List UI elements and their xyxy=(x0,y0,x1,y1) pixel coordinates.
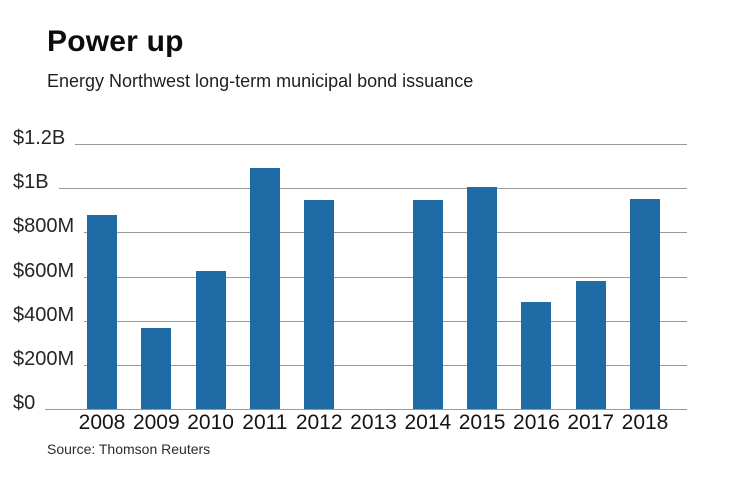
bar-2008 xyxy=(87,214,117,409)
bar-2018 xyxy=(630,199,660,409)
x-axis-line xyxy=(45,409,687,410)
x-tick-label-2009: 2009 xyxy=(132,411,180,434)
y-tick-row-200m: $200M xyxy=(13,344,687,370)
bar-2011 xyxy=(249,168,280,409)
x-tick-label-2012: 2012 xyxy=(295,411,343,434)
x-tick-label-2008: 2008 xyxy=(78,411,126,434)
x-tick-label-2015: 2015 xyxy=(458,411,506,434)
chart-subtitle: Energy Northwest long-term municipal bon… xyxy=(47,71,474,91)
x-tick-label-2016: 2016 xyxy=(513,411,560,434)
y-tick-row-1b: $1B xyxy=(13,167,687,194)
bar-2010 xyxy=(195,270,226,409)
chart-title: Power up xyxy=(47,25,184,58)
gridline xyxy=(84,364,687,366)
x-tick-label-2018: 2018 xyxy=(621,411,669,434)
y-tick-label: $200M xyxy=(13,347,75,370)
bar-2017 xyxy=(575,280,606,409)
y-tick-row-400m: $400M xyxy=(13,300,687,326)
bar-2016 xyxy=(521,301,552,409)
gridline xyxy=(84,232,687,234)
gridline xyxy=(84,276,687,278)
y-tick-label: $0 xyxy=(13,392,36,414)
y-tick-label: $600M xyxy=(13,259,75,282)
x-tick-label-2010: 2010 xyxy=(187,411,234,434)
y-tick-label: $800M xyxy=(13,215,75,238)
bar-2009 xyxy=(141,328,172,409)
y-tick-row-1.2b: $1.2B xyxy=(13,123,687,149)
source-attribution: Source: Thomson Reuters xyxy=(47,441,211,457)
y-tick-row-0: $0 xyxy=(13,388,687,414)
x-tick-label-2013: 2013 xyxy=(350,411,397,434)
y-tick-label: $400M xyxy=(13,303,75,326)
x-tick-label-2011: 2011 xyxy=(242,411,288,434)
bar-2015 xyxy=(467,187,498,409)
y-tick-label: $1B xyxy=(13,171,49,194)
gridline xyxy=(75,144,687,145)
y-tick-label: $1.2B xyxy=(13,127,66,149)
bar-2014 xyxy=(412,200,443,409)
bar-2012 xyxy=(304,200,335,409)
x-tick-label-2014: 2014 xyxy=(404,411,452,434)
gridline xyxy=(84,320,687,322)
y-tick-row-600m: $600M xyxy=(13,256,687,282)
gridline xyxy=(58,188,687,190)
y-tick-row-800m: $800M xyxy=(13,211,687,238)
x-tick-label-2017: 2017 xyxy=(567,411,615,434)
